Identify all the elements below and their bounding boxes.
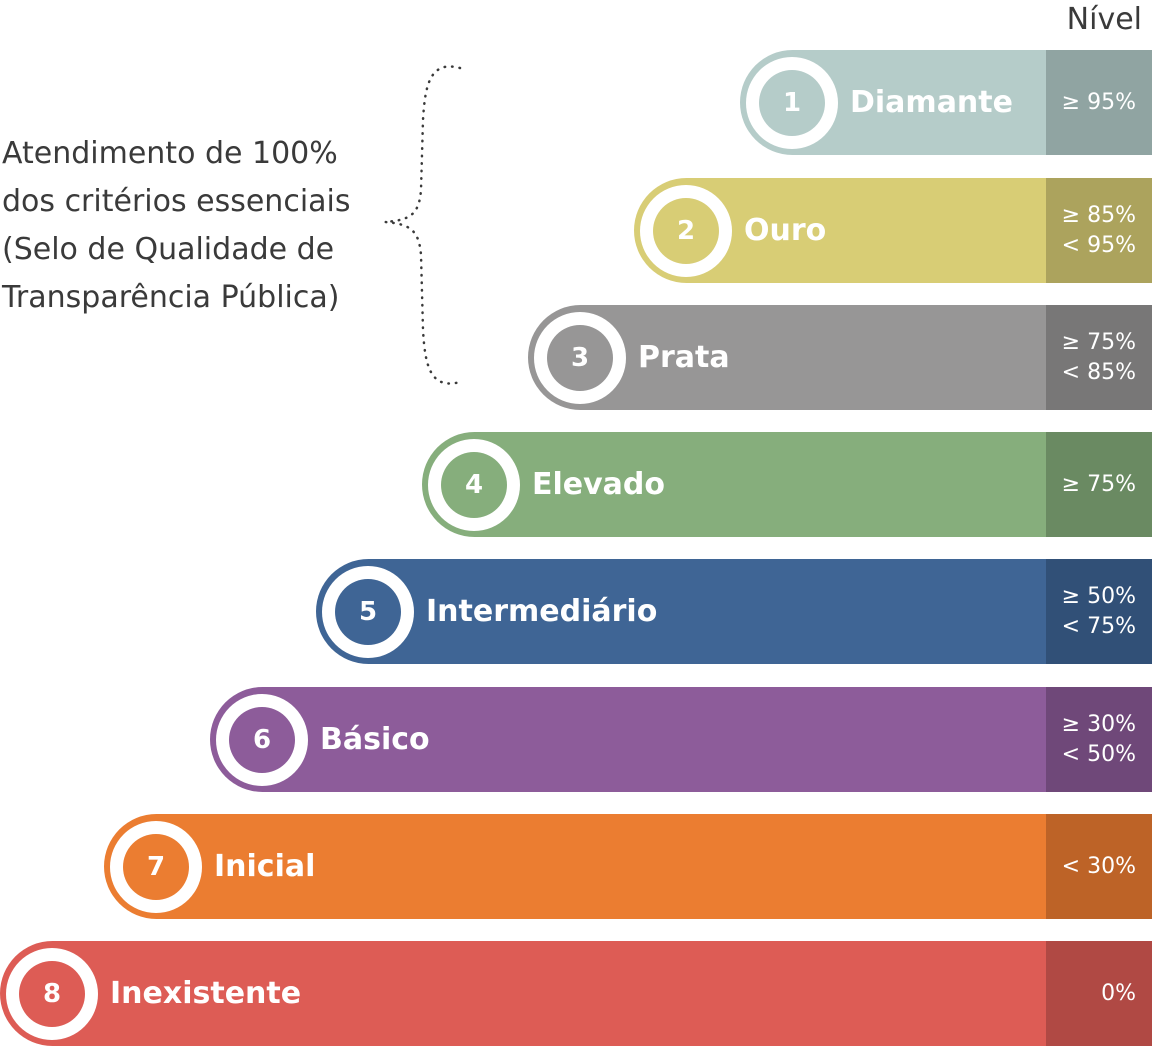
level-bar-6: 6 Básico ≥ 30% < 50%	[210, 687, 1152, 792]
level-number: 8	[19, 960, 85, 1027]
level-name: Ouro	[744, 213, 827, 248]
level-bar-5: 5 Intermediário ≥ 50% < 75%	[316, 559, 1152, 664]
level-range: < 30%	[1046, 814, 1152, 919]
range-line: < 50%	[1061, 741, 1136, 767]
range-line: ≥ 85%	[1061, 202, 1136, 228]
note-line: (Selo de Qualidade de	[2, 232, 335, 267]
level-badge: 4	[428, 438, 520, 531]
level-range: ≥ 75%	[1046, 432, 1152, 537]
level-range: 0%	[1046, 941, 1152, 1046]
level-number: 3	[547, 324, 613, 391]
level-bar-8: 8 Inexistente 0%	[0, 941, 1152, 1046]
essential-criteria-note: Atendimento de 100% dos critérios essenc…	[2, 130, 382, 322]
note-line: Atendimento de 100%	[2, 136, 338, 171]
level-number: 4	[441, 451, 507, 518]
level-range: ≥ 85% < 95%	[1046, 178, 1152, 283]
range-line: < 30%	[1061, 853, 1136, 879]
note-line: Transparência Pública)	[2, 280, 340, 315]
range-line: ≥ 75%	[1061, 329, 1136, 355]
level-range: ≥ 30% < 50%	[1046, 687, 1152, 792]
level-number: 5	[335, 578, 401, 645]
level-range: ≥ 50% < 75%	[1046, 559, 1152, 664]
range-line: < 75%	[1061, 613, 1136, 639]
range-line: ≥ 95%	[1061, 89, 1136, 115]
level-bar-1: 1 Diamante ≥ 95%	[740, 50, 1152, 155]
level-bar-7: 7 Inicial < 30%	[104, 814, 1152, 919]
level-bar-2: 2 Ouro ≥ 85% < 95%	[634, 178, 1152, 283]
level-name: Diamante	[850, 85, 1013, 120]
level-bar-3: 3 Prata ≥ 75% < 85%	[528, 305, 1152, 410]
level-badge: 2	[640, 184, 732, 277]
range-line: < 85%	[1061, 359, 1136, 385]
range-line: ≥ 30%	[1061, 711, 1136, 737]
level-name: Prata	[638, 340, 730, 375]
range-line: 0%	[1101, 980, 1136, 1006]
range-line: < 95%	[1061, 232, 1136, 258]
level-badge: 8	[6, 947, 98, 1040]
range-line: ≥ 75%	[1061, 471, 1136, 497]
level-name: Intermediário	[426, 594, 658, 629]
level-number: 2	[653, 197, 719, 264]
level-number: 1	[759, 69, 825, 136]
range-line: ≥ 50%	[1061, 583, 1136, 609]
note-line: dos critérios essenciais	[2, 184, 351, 219]
level-badge: 7	[110, 820, 202, 913]
level-range: ≥ 75% < 85%	[1046, 305, 1152, 410]
level-bar-4: 4 Elevado ≥ 75%	[422, 432, 1152, 537]
level-range: ≥ 95%	[1046, 50, 1152, 155]
level-number: 6	[229, 706, 295, 773]
dotted-brace	[384, 65, 462, 385]
level-name: Elevado	[532, 467, 666, 502]
level-name: Inexistente	[110, 976, 302, 1011]
level-number: 7	[123, 833, 189, 900]
level-badge: 1	[746, 56, 838, 149]
level-name: Básico	[320, 722, 430, 757]
level-badge: 5	[322, 565, 414, 658]
level-column-header: Nível	[1066, 2, 1142, 37]
level-badge: 6	[216, 693, 308, 786]
level-badge: 3	[534, 311, 626, 404]
level-name: Inicial	[214, 849, 316, 884]
